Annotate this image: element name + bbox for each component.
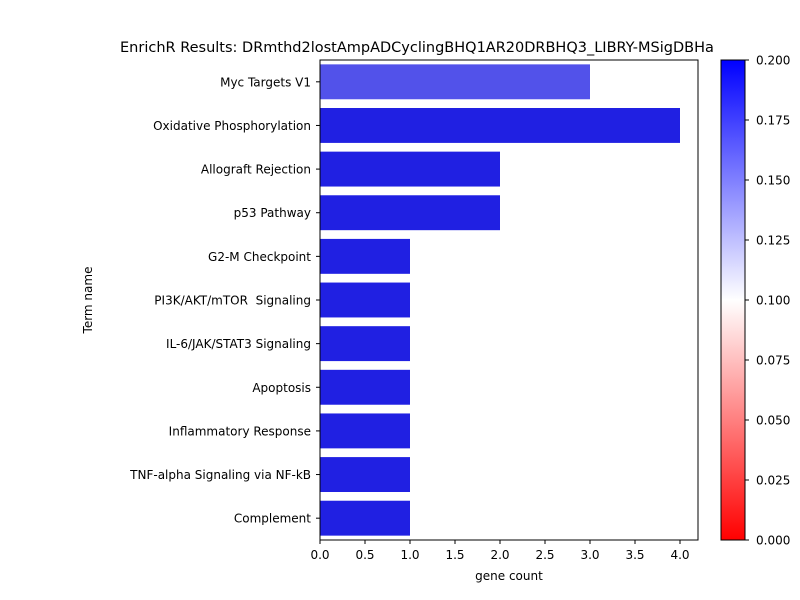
plot-frame [319, 59, 699, 541]
bar [320, 238, 410, 274]
y-tick-label: G2-M Checkpoint [208, 250, 311, 264]
y-tick-label: IL-6/JAK/STAT3 Signaling [166, 337, 311, 351]
x-tick-label: 3.5 [625, 548, 644, 562]
y-tick-label: Allograft Rejection [201, 163, 311, 177]
y-axis-label: Term name [81, 267, 95, 335]
colorbar-tick-label: 0.050 [756, 414, 790, 428]
x-tick-label: 2.0 [490, 548, 509, 562]
x-tick-label: 1.5 [445, 548, 464, 562]
y-tick-label: Complement [234, 512, 311, 526]
bar [320, 326, 410, 362]
x-tick-label: 0.5 [355, 548, 374, 562]
bar [320, 195, 500, 231]
bar [320, 413, 410, 449]
y-tick-labels: Myc Targets V1 Oxidative Phosphorylation A… [129, 75, 320, 526]
y-tick-label: Apoptosis [252, 381, 311, 395]
colorbar-tick-label: 0.025 [756, 474, 790, 488]
colorbar-tick-label: 0.075 [756, 354, 790, 368]
colorbar-tick-label: 0.100 [756, 294, 790, 308]
y-tick-label: Oxidative Phosphorylation [153, 119, 311, 133]
y-tick-label: TNF-alpha Signaling via NF-kB [129, 468, 311, 482]
y-tick-label: p53 Pathway [234, 206, 311, 220]
bar [320, 369, 410, 405]
bar [320, 64, 590, 100]
colorbar-tick-label: 0.000 [756, 534, 790, 548]
x-tick-label: 3.0 [580, 548, 599, 562]
colorbar-tick-label: 0.175 [756, 114, 790, 128]
x-axis-label: gene count [475, 569, 543, 583]
chart-title: EnrichR Results: DRmthd2lostAmpADCycling… [120, 40, 714, 56]
x-tick-label: 1.0 [400, 548, 419, 562]
x-tick-label: 0.0 [310, 548, 329, 562]
colorbar-tick-label: 0.150 [756, 174, 790, 188]
bar [320, 457, 410, 492]
x-tick-labels: 0.0 0.5 1.0 1.5 2.0 2.5 3.0 3.5 4.0 [310, 540, 690, 562]
bar [320, 151, 500, 187]
x-tick-label: 4.0 [670, 548, 689, 562]
bars-group [320, 64, 680, 536]
y-tick-label: PI3K/AKT/mTOR Signaling [154, 294, 311, 308]
colorbar-tick-labels: 0.000 0.025 0.050 0.075 0.100 0.125 0.150 0.175… [745, 54, 790, 548]
colorbar-tick-label: 0.125 [756, 234, 790, 248]
bar [320, 108, 680, 143]
y-tick-label: Inflammatory Response [169, 424, 311, 438]
colorbar-tick-label: 0.200 [756, 54, 790, 68]
x-tick-label: 2.5 [535, 548, 554, 562]
colorbar [720, 59, 746, 541]
y-tick-label: Myc Targets V1 [220, 75, 311, 89]
bar [320, 282, 410, 318]
bar [320, 500, 410, 536]
